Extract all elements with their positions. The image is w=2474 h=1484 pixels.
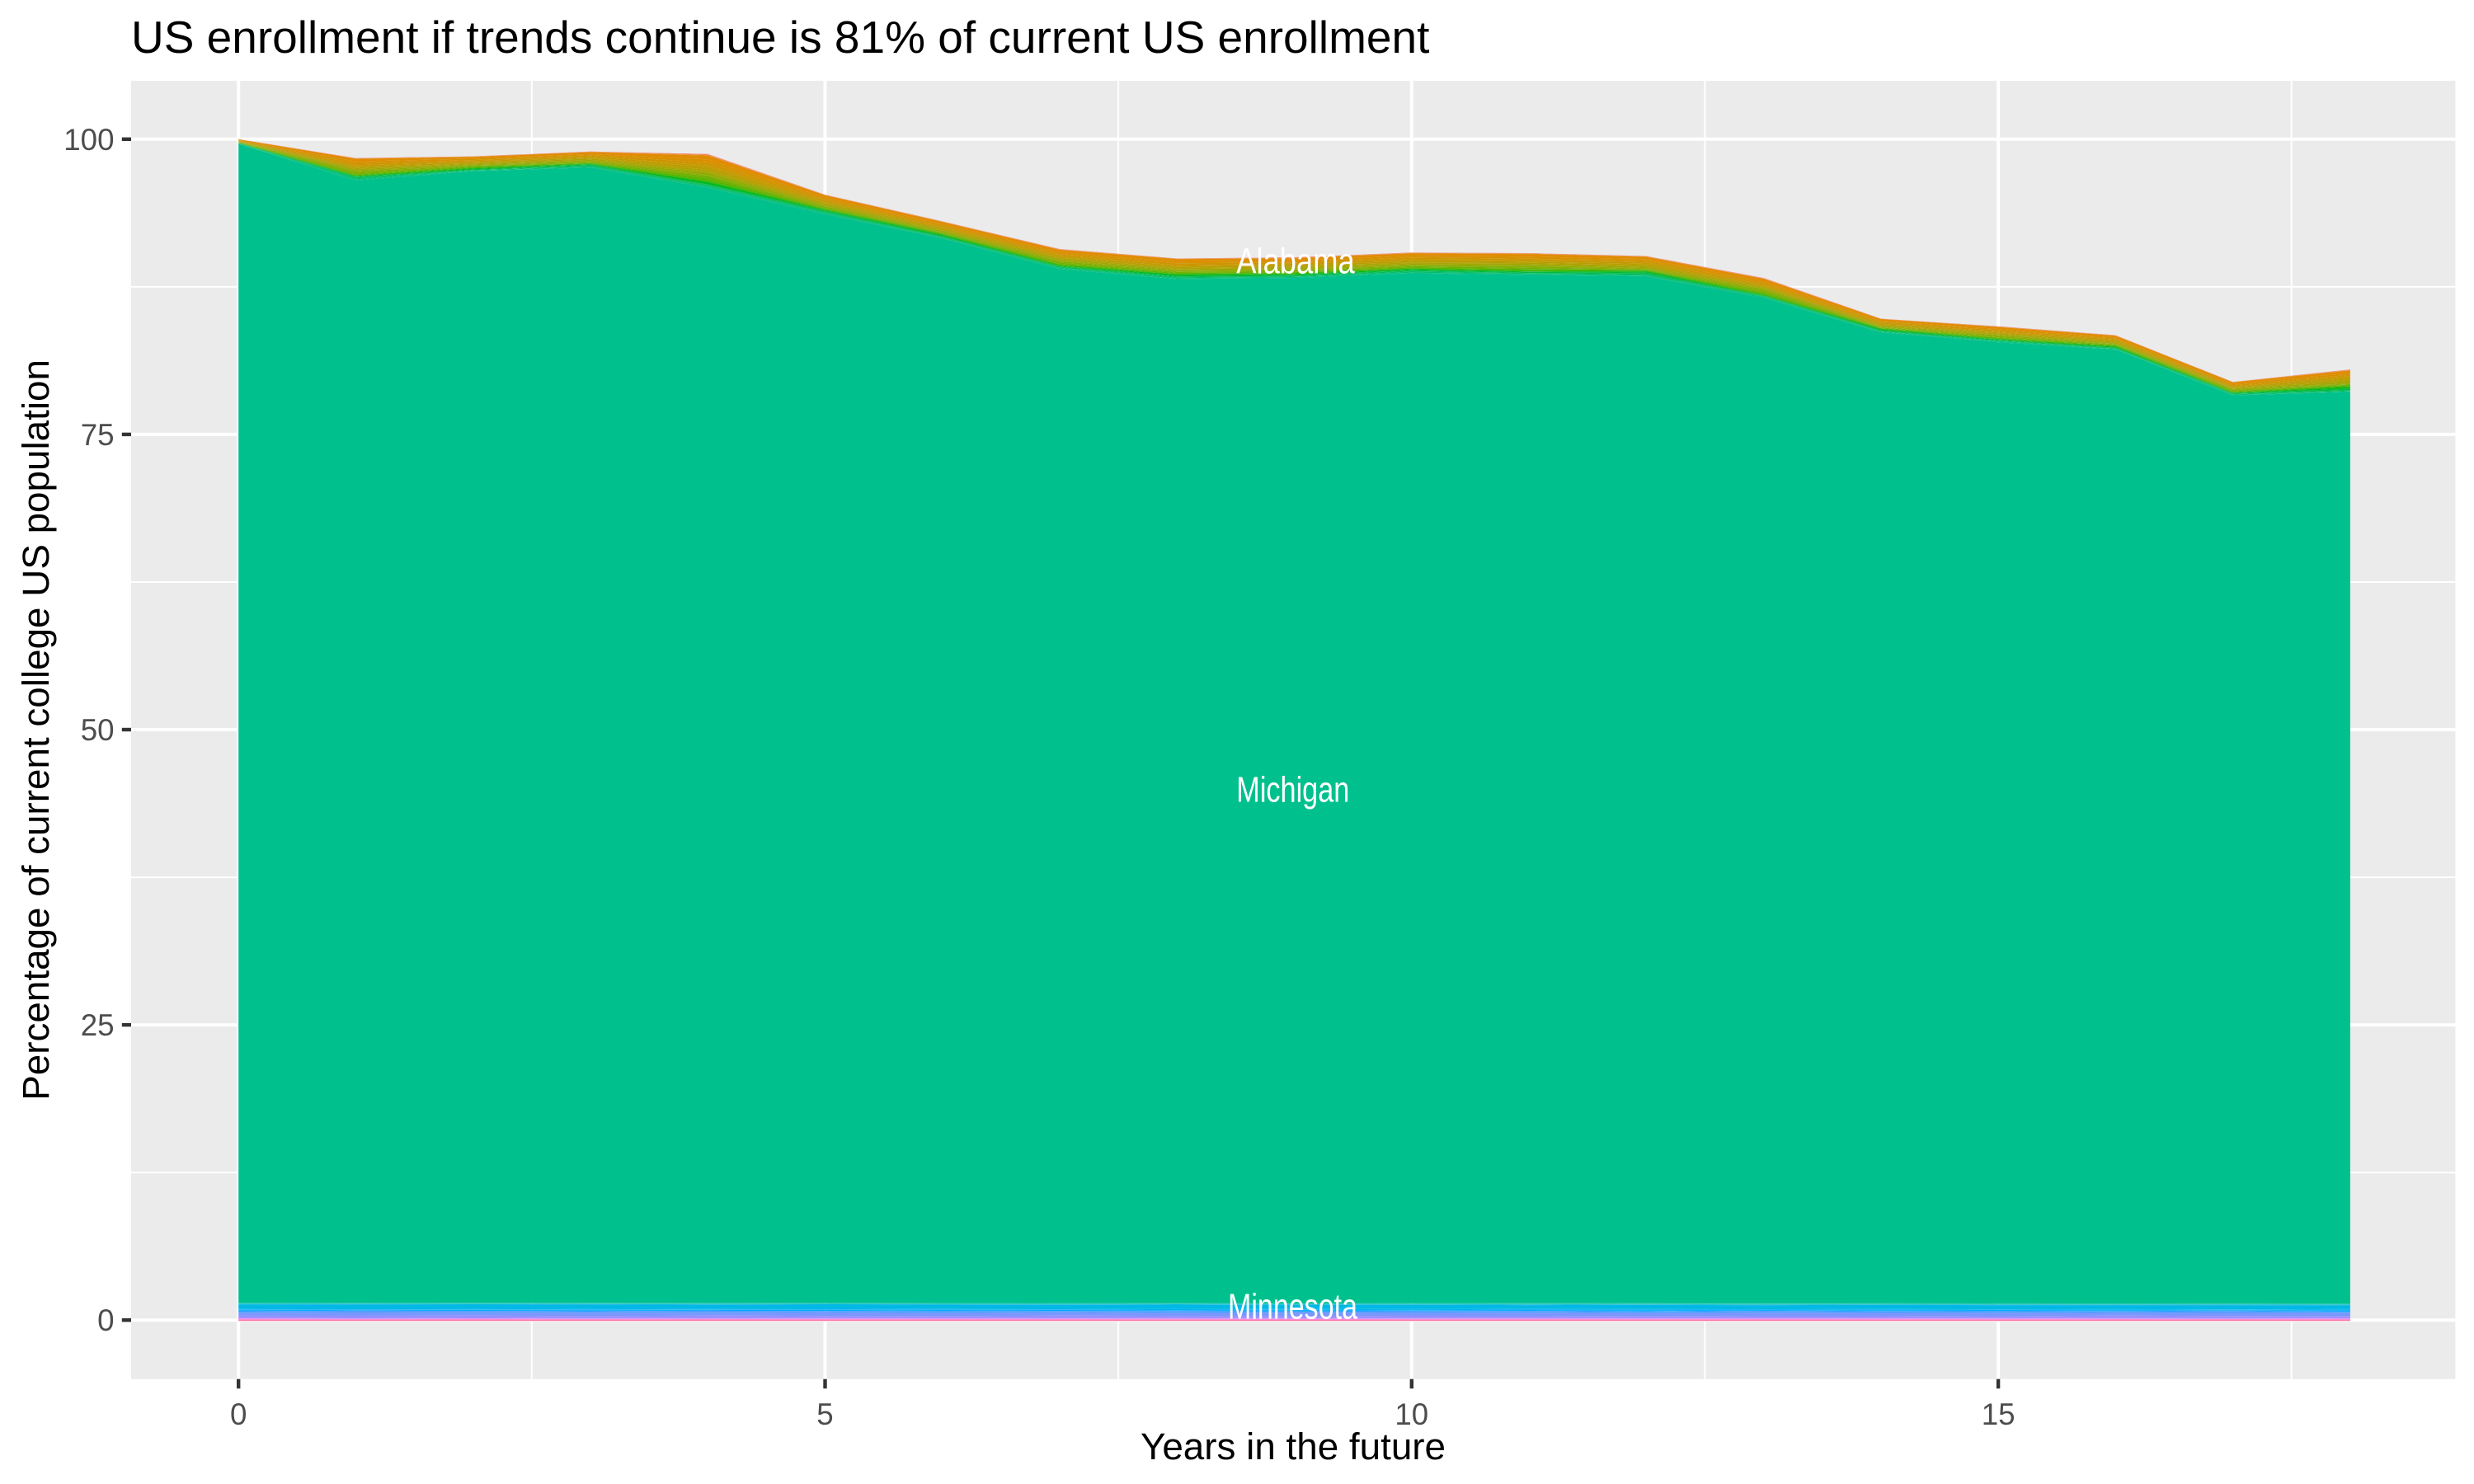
- svg-text:Years in the future: Years in the future: [1141, 1425, 1446, 1468]
- svg-text:Alabama: Alabama: [1236, 241, 1355, 281]
- svg-text:0: 0: [230, 1397, 247, 1431]
- svg-text:Percentage of current college: Percentage of current college US populat…: [15, 359, 57, 1101]
- svg-text:Minnesota: Minnesota: [1228, 1287, 1357, 1327]
- svg-text:US enrollment if trends contin: US enrollment if trends continue is 81% …: [131, 12, 1429, 63]
- svg-text:15: 15: [1982, 1397, 2015, 1431]
- svg-text:75: 75: [81, 418, 115, 452]
- svg-text:0: 0: [97, 1303, 114, 1337]
- svg-text:10: 10: [1395, 1397, 1428, 1431]
- svg-text:50: 50: [81, 713, 115, 747]
- svg-text:25: 25: [81, 1008, 115, 1042]
- svg-text:100: 100: [63, 123, 114, 157]
- svg-text:5: 5: [816, 1397, 833, 1431]
- svg-text:Michigan: Michigan: [1236, 770, 1349, 810]
